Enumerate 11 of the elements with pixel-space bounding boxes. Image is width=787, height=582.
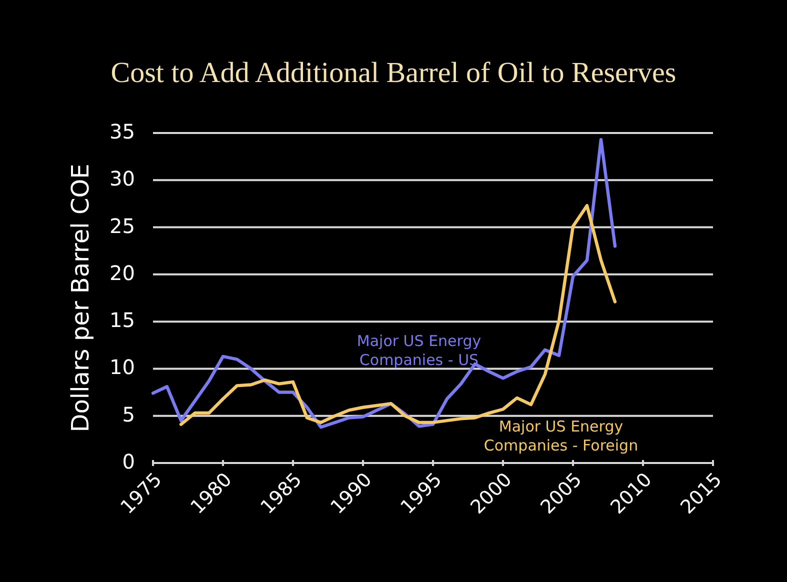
- y-tick-label: 30: [110, 166, 135, 191]
- series-label: Major US Energy Companies - Foreign: [484, 417, 638, 454]
- y-tick-label: 20: [110, 260, 135, 285]
- y-tick-label: 0: [122, 449, 135, 474]
- y-tick-label: 5: [122, 402, 135, 426]
- y-tick-label: 35: [110, 119, 135, 144]
- y-tick-label: 15: [110, 308, 135, 332]
- y-tick-label: 25: [110, 214, 135, 238]
- y-tick-label: 10: [110, 355, 135, 380]
- y-axis-title: Dollars per Barrel COE: [66, 164, 95, 432]
- chart-title: Cost to Add Additional Barrel of Oil to Reserves: [110, 57, 676, 89]
